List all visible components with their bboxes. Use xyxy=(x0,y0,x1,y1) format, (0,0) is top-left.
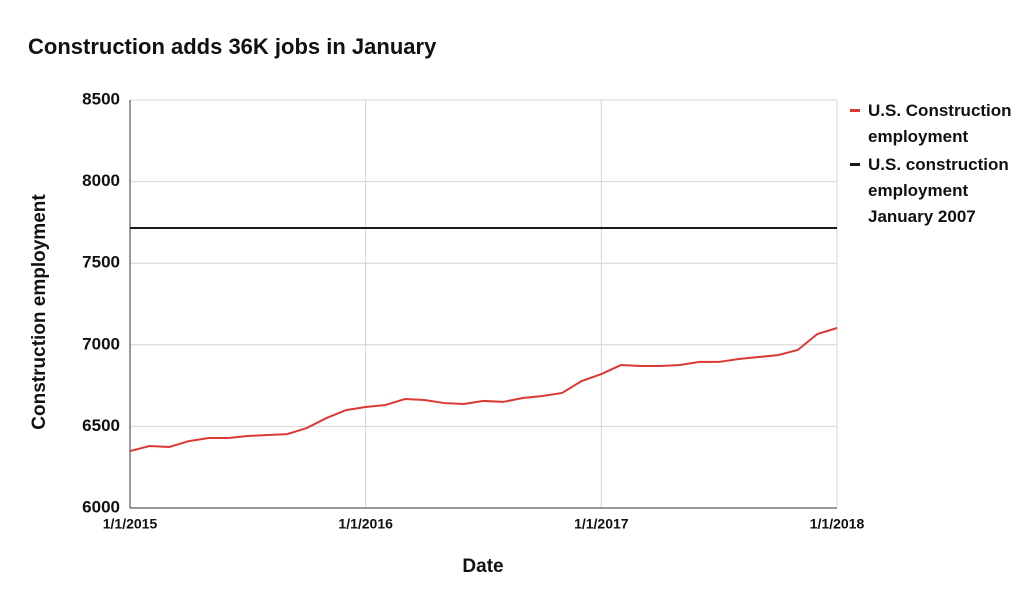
chart-title: Construction adds 36K jobs in January xyxy=(28,34,437,59)
legend-label: U.S. construction employment January 200… xyxy=(868,155,1009,226)
legend-label: U.S. Construction employment xyxy=(868,101,1012,146)
y-tick-label: 6000 xyxy=(82,497,120,516)
x-tick-label: 1/1/2018 xyxy=(810,516,865,532)
legend-item: U.S. construction employment January 200… xyxy=(850,152,1020,230)
line-series xyxy=(129,327,838,453)
y-tick-label: 7000 xyxy=(82,334,120,353)
x-axis-label: Date xyxy=(462,556,503,577)
x-tick-label: 1/1/2016 xyxy=(338,516,393,532)
y-tick-label: 7500 xyxy=(82,253,120,272)
y-tick-label: 6500 xyxy=(82,416,120,435)
y-axis-label: Construction employment xyxy=(29,194,50,430)
legend-swatch xyxy=(850,163,860,166)
x-tick-label: 1/1/2017 xyxy=(574,516,629,532)
y-tick-label: 8000 xyxy=(82,171,120,190)
legend-item: U.S. Construction employment xyxy=(850,98,1020,150)
legend: U.S. Construction employment U.S. constru… xyxy=(850,98,1020,232)
y-tick-label: 8500 xyxy=(82,89,120,108)
legend-swatch xyxy=(850,109,860,112)
x-tick-label: 1/1/2015 xyxy=(103,516,158,532)
